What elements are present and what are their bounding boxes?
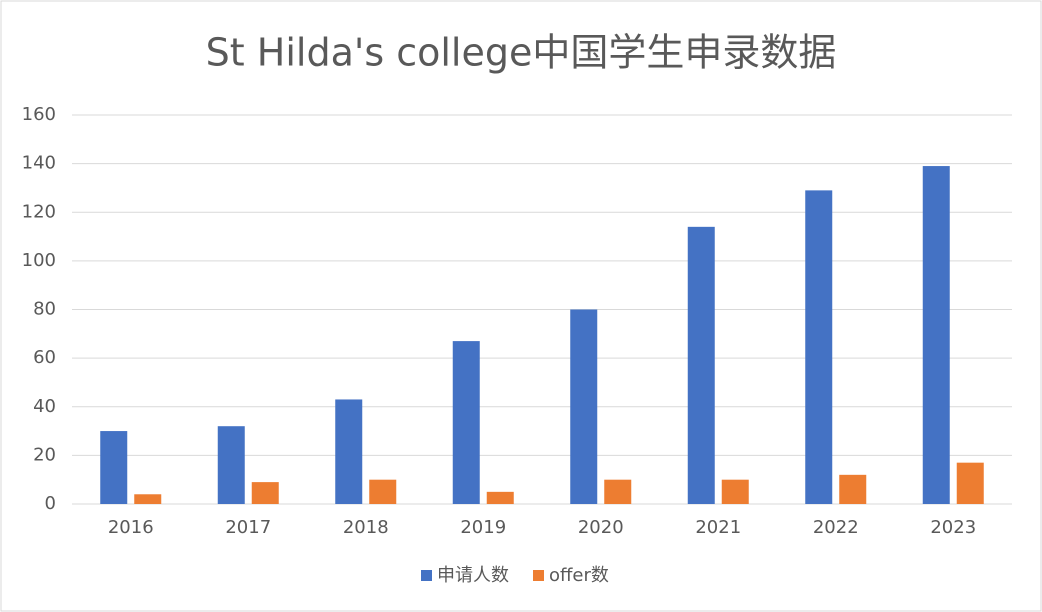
y-tick-label: 20 — [33, 444, 56, 465]
x-tick-label: 2022 — [813, 517, 859, 538]
x-tick-label: 2018 — [343, 517, 389, 538]
y-tick-label: 40 — [33, 396, 56, 417]
x-tick-label: 2016 — [108, 517, 154, 538]
x-tick-label: 2017 — [225, 517, 271, 538]
bar — [570, 309, 598, 504]
legend-label: 申请人数 — [437, 565, 509, 586]
chart-title: St Hilda's college中国学生申录数据 — [206, 31, 837, 75]
bar — [604, 479, 632, 504]
bar — [721, 479, 749, 504]
bar — [335, 399, 363, 504]
bar — [486, 491, 514, 504]
x-tick-label: 2020 — [578, 517, 624, 538]
bar — [839, 474, 867, 504]
y-tick-label: 80 — [33, 299, 56, 320]
y-tick-label: 100 — [22, 250, 56, 271]
bar — [217, 426, 245, 504]
bar — [956, 462, 984, 504]
legend-label: offer数 — [549, 565, 609, 586]
bar — [134, 494, 162, 504]
bar — [369, 479, 397, 504]
y-tick-label: 160 — [22, 104, 56, 125]
y-tick-label: 0 — [45, 493, 56, 514]
bar — [805, 190, 833, 504]
y-tick-label: 60 — [33, 347, 56, 368]
bar — [687, 226, 715, 504]
bar — [452, 341, 480, 504]
bar — [100, 431, 128, 504]
legend-swatch — [533, 570, 544, 581]
x-tick-label: 2023 — [930, 517, 976, 538]
y-tick-label: 140 — [22, 153, 56, 174]
y-tick-label: 120 — [22, 201, 56, 222]
legend-swatch — [421, 570, 432, 581]
x-tick-label: 2019 — [460, 517, 506, 538]
x-tick-label: 2021 — [695, 517, 741, 538]
bar — [251, 482, 279, 504]
bar — [922, 166, 950, 504]
